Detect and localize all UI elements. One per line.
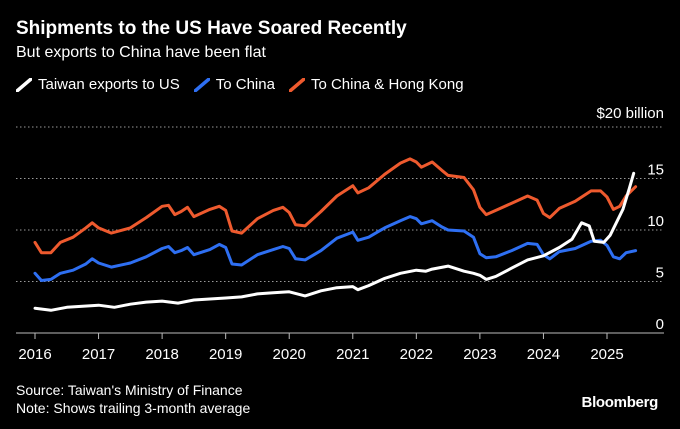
x-tick-label: 2024 bbox=[527, 346, 560, 363]
x-tick-label: 2019 bbox=[209, 346, 242, 363]
y-tick-label: $20 billion bbox=[596, 105, 664, 122]
chart-subtitle: But exports to China have been flat bbox=[16, 44, 266, 61]
x-tick-label: 2021 bbox=[336, 346, 369, 363]
y-tick-label: 0 bbox=[656, 316, 664, 333]
chart-legend: Taiwan exports to US To China To China &… bbox=[16, 76, 478, 93]
tick-labels: $20 billion 15 10 5 0 2016 2017 2018 2019 2020 202… bbox=[18, 105, 664, 363]
y-tick-label: 5 bbox=[656, 265, 664, 282]
legend-swatch-us bbox=[16, 77, 32, 92]
series-line-0 bbox=[33, 171, 636, 312]
footnote: Note: Shows trailing 3-month average bbox=[16, 400, 251, 416]
legend-label-us: Taiwan exports to US bbox=[38, 76, 180, 93]
legend-label-china: To China bbox=[215, 76, 275, 93]
series-lines bbox=[33, 157, 638, 312]
legend-swatch-china-hk bbox=[288, 77, 305, 92]
series-line-1 bbox=[33, 215, 638, 282]
legend-item-china-hk: To China & Hong Kong bbox=[288, 76, 464, 93]
bloomberg-logo: Bloomberg bbox=[581, 394, 659, 411]
source-note: Source: Taiwan's Ministry of Finance bbox=[16, 382, 243, 398]
x-axis bbox=[16, 332, 664, 339]
legend-swatch-china bbox=[193, 77, 210, 92]
series-line-2 bbox=[33, 157, 638, 255]
x-tick-label: 2016 bbox=[18, 346, 51, 363]
x-tick-label: 2017 bbox=[82, 346, 115, 363]
y-tick-label: 15 bbox=[647, 162, 664, 179]
x-tick-label: 2018 bbox=[145, 346, 178, 363]
x-tick-label: 2025 bbox=[590, 346, 623, 363]
legend-item-us: Taiwan exports to US bbox=[16, 76, 180, 93]
legend-item-china: To China bbox=[193, 76, 275, 93]
y-tick-label: 10 bbox=[647, 213, 664, 230]
x-tick-label: 2023 bbox=[463, 346, 496, 363]
x-tick-label: 2020 bbox=[273, 346, 306, 363]
legend-label-china-hk: To China & Hong Kong bbox=[310, 76, 464, 93]
x-tick-label: 2022 bbox=[400, 346, 433, 363]
chart-title: Shipments to the US Have Soared Recently bbox=[16, 18, 407, 39]
